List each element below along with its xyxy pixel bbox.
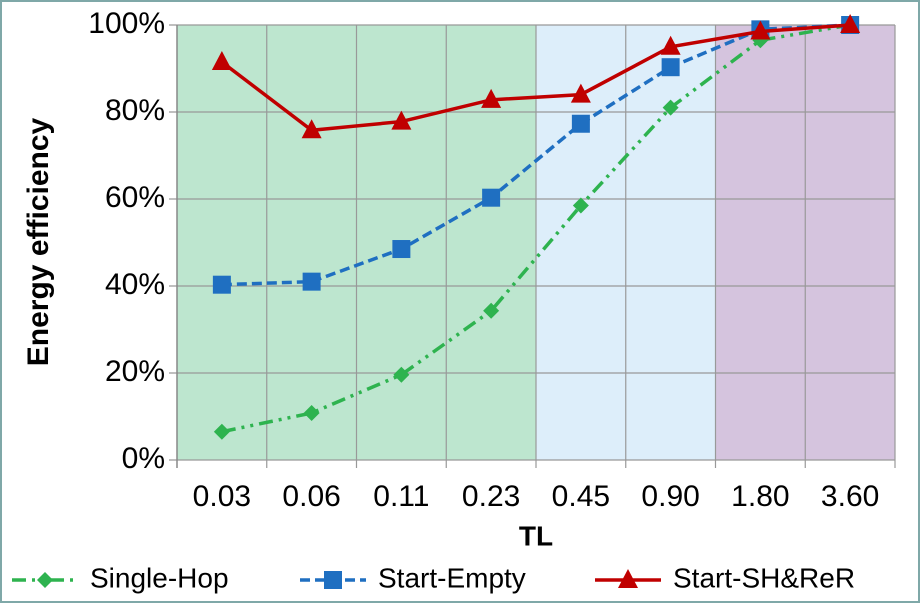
marker	[391, 110, 412, 130]
legend-marker	[618, 569, 638, 588]
marker	[392, 240, 411, 259]
y-tick-label: 0%	[122, 442, 165, 475]
marker	[571, 114, 590, 133]
x-tick-label: 1.80	[731, 480, 789, 513]
marker	[211, 50, 232, 70]
x-tick-label: 0.90	[641, 480, 699, 513]
legend-marker	[324, 571, 342, 589]
x-tick-label: 0.03	[193, 480, 251, 513]
y-tick-label: 60%	[105, 181, 165, 214]
x-tick-label: 0.45	[552, 480, 610, 513]
marker	[570, 83, 591, 103]
marker	[662, 99, 679, 116]
marker	[572, 197, 589, 214]
marker	[750, 20, 771, 40]
marker	[303, 405, 320, 422]
legend-label: Start-SH&ReR	[673, 562, 855, 593]
x-axis-title: TL	[519, 520, 553, 551]
legend-marker	[37, 572, 53, 588]
x-tick-label: 3.60	[821, 480, 879, 513]
y-tick-label: 20%	[105, 355, 165, 388]
y-axis-title: Energy efficiency	[22, 117, 55, 366]
marker	[483, 302, 500, 319]
marker	[481, 88, 502, 108]
marker	[661, 58, 680, 77]
marker	[301, 119, 322, 139]
x-tick-label: 0.11	[373, 480, 429, 513]
marker	[393, 366, 410, 383]
y-tick-label: 80%	[105, 94, 165, 127]
marker	[482, 188, 501, 207]
marker	[213, 423, 230, 440]
x-tick-label: 0.23	[462, 480, 520, 513]
series-line	[221, 23, 851, 434]
marker	[302, 272, 321, 291]
y-tick-label: 100%	[88, 7, 165, 40]
legend-label: Start-Empty	[378, 562, 526, 593]
series-line	[220, 23, 851, 133]
marker	[212, 275, 231, 294]
marker	[840, 14, 861, 33]
legend-label: Single-Hop	[90, 562, 229, 593]
marker	[660, 35, 681, 55]
x-tick-label: 0.06	[282, 480, 340, 513]
y-tick-label: 40%	[105, 268, 165, 301]
